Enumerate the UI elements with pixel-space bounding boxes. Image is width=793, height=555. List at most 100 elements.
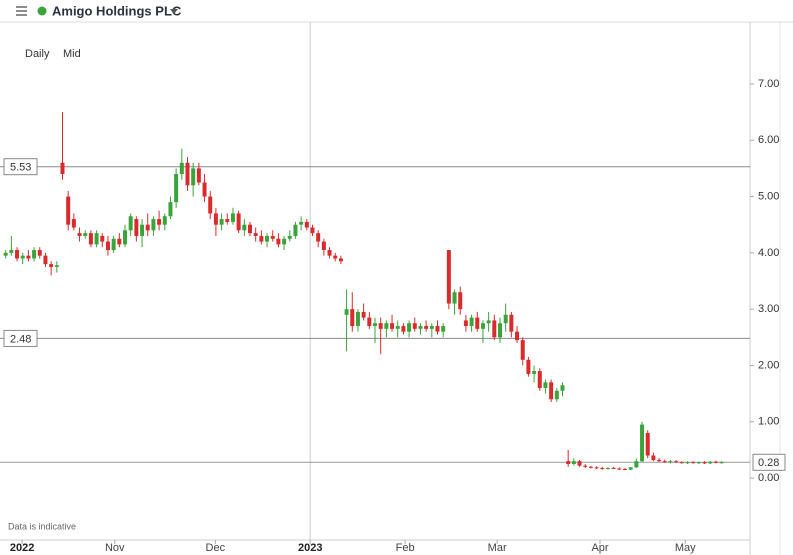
candle-body [3,252,8,256]
candle-body [577,461,582,466]
candle-body [66,196,71,225]
y-tick-label: 5.00 [758,190,779,202]
candle-body [213,213,218,225]
candle-body [230,213,235,222]
y-tick-label: 7.00 [758,78,779,90]
candle-body [441,326,446,332]
candle-body [367,317,372,327]
candle-body [350,309,355,327]
candle-body [480,323,485,329]
candle-body [492,320,497,338]
candle-body [185,162,190,186]
x-tick-label: May [675,542,696,554]
candle-body [662,461,667,463]
candle-body [526,359,531,374]
candle-body [509,314,514,332]
candle-body [407,323,412,332]
candle-body [60,162,65,175]
x-tick-label: Feb [396,542,415,554]
candle-body [9,250,14,253]
candle-body [498,323,502,338]
candle-body [219,219,224,225]
candle-body [134,219,139,236]
status-dot [37,6,47,16]
candle-body [304,221,309,228]
candle-body [429,326,434,329]
candle-body [674,461,679,463]
candle-body [265,235,270,242]
price-type[interactable]: Mid [63,48,81,60]
candle-body [611,467,616,469]
candle-body [327,250,332,256]
candle-body [145,224,150,231]
candle-body [668,461,673,463]
candle-body [645,433,650,456]
menu-icon[interactable] [16,6,27,16]
candle-body [424,326,429,329]
candle-body [583,465,588,467]
candle-body [600,467,605,469]
candle-body [628,467,633,470]
last-price-box [752,453,786,471]
candle-body [37,250,42,256]
candle-body [679,462,684,464]
instrument-title[interactable]: Amigo Holdings PLC [52,3,182,18]
candle-body [390,323,395,329]
candle-body [321,241,326,251]
candle-body [310,227,315,234]
candle-body [88,233,93,245]
candle-body [588,466,593,468]
candle-body [54,265,59,267]
candle-body [657,460,662,462]
candle-body [685,462,690,464]
y-tick-label: 2.00 [758,359,779,371]
reference-label: 2.48 [10,333,31,345]
candle-body [532,371,537,374]
x-tick-label: Apr [591,542,608,554]
candle-body [446,250,451,304]
candle-body [123,230,127,245]
candle-body [605,467,610,469]
candle-body [94,233,99,245]
candle-body [412,323,417,329]
candle-body [179,162,184,175]
y-tick-label: 6.00 [758,134,779,146]
y-tick-label: 3.00 [758,303,779,315]
candle-body [100,235,105,242]
candle-body [77,233,82,236]
candle-body [515,331,520,341]
candle-body [83,233,88,236]
candle-body [554,390,559,400]
x-tick-label: 2022 [10,542,34,554]
candle-body [373,323,377,327]
candle-body [105,241,110,251]
note: Data is indicative [8,521,76,531]
candle-body [640,424,645,462]
candle-body [208,196,213,214]
candle-body [26,255,31,259]
interval[interactable]: Daily [25,48,50,60]
candle-body [560,385,565,391]
candle-body [140,224,145,236]
candle-body [248,224,252,234]
candle-body [571,461,576,464]
candle-body [282,238,287,245]
candle-body [71,219,76,228]
candle-body [338,258,343,262]
candle-body [384,323,389,329]
candle-body [15,250,20,259]
candle-body [299,221,304,225]
candle-body [196,168,201,183]
candle-body [168,202,173,217]
candle-body [543,382,548,388]
candle-body [458,292,463,310]
candle-body [708,461,713,464]
candle-body [549,382,554,400]
candle-body [719,462,724,464]
dropdown-caret[interactable] [170,9,178,14]
candle-body [463,320,468,327]
candle-body [469,317,474,327]
candle-body [361,311,366,318]
candle-body [276,238,281,245]
candle-body [191,168,196,186]
